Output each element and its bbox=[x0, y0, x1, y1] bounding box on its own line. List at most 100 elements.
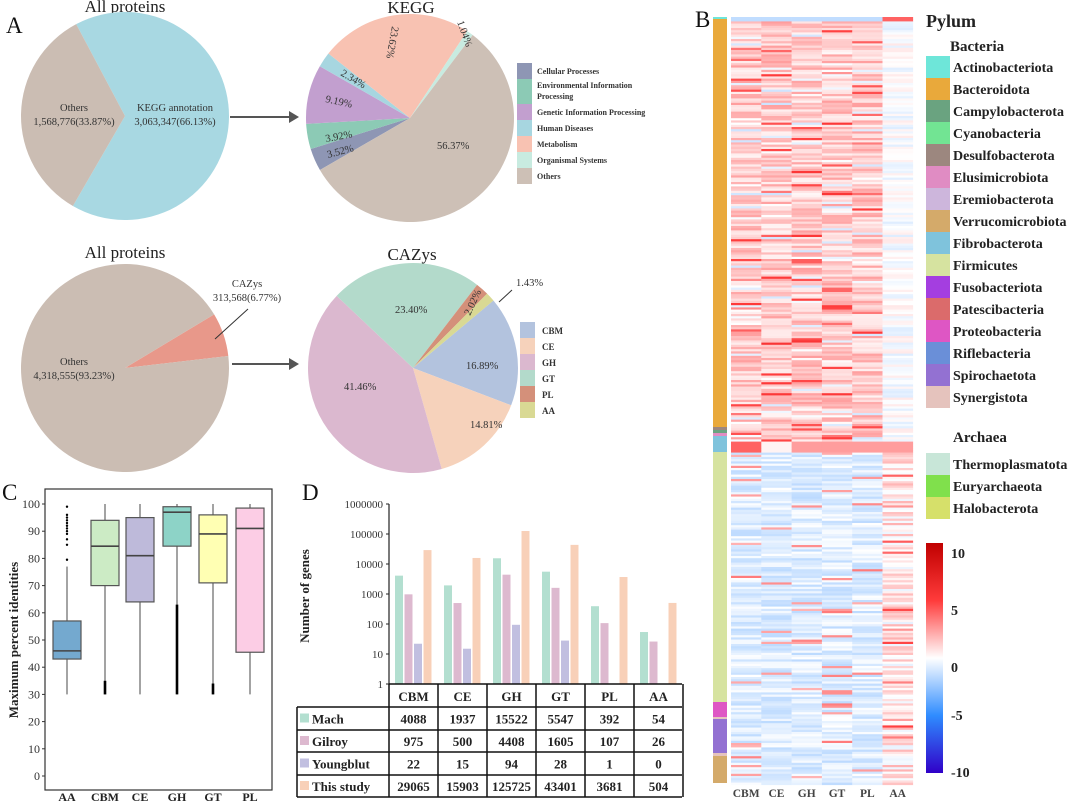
heatmap-cell-ce bbox=[761, 457, 792, 460]
heatmap-cell-pl bbox=[852, 560, 883, 563]
heatmap-cell-aa bbox=[882, 98, 914, 101]
heatmap-cell-pl bbox=[852, 226, 883, 229]
slice-value-label: 313,568(6.77%) bbox=[213, 293, 282, 304]
series-name: This study bbox=[312, 779, 371, 794]
heatmap-cell-gt bbox=[821, 160, 853, 163]
heatmap-cell-aa bbox=[882, 197, 914, 200]
heatmap-cell-cbm bbox=[731, 56, 762, 60]
heatmap-cell-cbm bbox=[731, 529, 762, 533]
heatmap-cell-aa bbox=[882, 17, 914, 20]
heatmap-cell-pl bbox=[852, 380, 883, 383]
heatmap-cell-gt bbox=[821, 428, 853, 431]
heatmap-cell-gh bbox=[791, 443, 823, 447]
slice-percent-label: 16.89% bbox=[466, 361, 499, 372]
heatmap-cell-ce bbox=[761, 655, 792, 658]
legend-swatch bbox=[517, 79, 532, 111]
heatmap-cell-gh bbox=[791, 729, 823, 733]
heatmap-cell-pl bbox=[852, 344, 883, 348]
heatmap-cell-pl bbox=[852, 448, 883, 451]
heatmap-cell-gt bbox=[821, 182, 853, 185]
heatmap-cell-ce bbox=[761, 303, 792, 306]
bar-gilroy-ce bbox=[453, 603, 462, 684]
heatmap-cell-aa bbox=[882, 773, 914, 777]
legend-label: Patescibacteria bbox=[953, 303, 1044, 318]
heatmap-cell-aa bbox=[882, 320, 914, 324]
heatmap-cell-aa bbox=[882, 573, 914, 577]
heatmap-cell-cbm bbox=[731, 74, 762, 77]
heatmap-cell-gh bbox=[791, 540, 823, 544]
heatmap-cell-gt bbox=[821, 718, 853, 722]
heatmap-cell-cbm bbox=[731, 474, 762, 478]
heatmap-cell-gt bbox=[821, 591, 853, 594]
heatmap-cell-gt bbox=[821, 375, 853, 379]
slice-percent-label: 14.81% bbox=[470, 420, 503, 431]
legend-group-title: Archaea bbox=[953, 430, 1007, 446]
heatmap-cell-cbm bbox=[731, 85, 762, 88]
heatmap-cell-gh bbox=[791, 575, 823, 579]
series-name: Youngblut bbox=[312, 757, 370, 772]
heatmap-cell-gh bbox=[791, 329, 823, 332]
pie-slice-gt bbox=[336, 263, 478, 368]
heatmap-cell-gh bbox=[791, 732, 823, 735]
heatmap-cell-aa bbox=[882, 408, 914, 412]
heatmap-cell-gh bbox=[791, 69, 823, 73]
heatmap-cell-pl bbox=[852, 626, 883, 629]
table-cell: 94 bbox=[505, 757, 519, 772]
heatmap-cell-pl bbox=[852, 472, 883, 475]
heatmap-cell-gt bbox=[821, 474, 853, 478]
heatmap-cell-cbm bbox=[731, 424, 762, 427]
heatmap-cell-ce bbox=[761, 250, 792, 253]
heatmap-cell-gt bbox=[821, 692, 853, 695]
y-tick-label: 70 bbox=[28, 579, 40, 593]
heatmap-cell-pl bbox=[852, 67, 883, 71]
heatmap-cell-gt bbox=[821, 606, 853, 610]
heatmap-cell-pl bbox=[852, 465, 883, 469]
heatmap-cell-ce bbox=[761, 580, 792, 583]
heatmap-cell-pl bbox=[852, 118, 883, 121]
heatmap-cell-cbm bbox=[731, 80, 762, 84]
heatmap-cell-ce bbox=[761, 679, 792, 682]
heatmap-cell-cbm bbox=[731, 296, 762, 299]
heatmap-cell-gt bbox=[821, 413, 853, 416]
legend-label: Synergistota bbox=[953, 391, 1028, 406]
heatmap-cell-aa bbox=[882, 256, 914, 260]
heatmap-cell-aa bbox=[882, 296, 914, 299]
heatmap-cell-gh bbox=[791, 184, 823, 187]
heatmap-cell-pl bbox=[852, 168, 883, 172]
panel-letter-d: D bbox=[302, 480, 319, 505]
heatmap-cell-gh bbox=[791, 734, 823, 737]
heatmap-cell-ce bbox=[761, 149, 792, 152]
heatmap-cell-gt bbox=[821, 111, 853, 115]
heatmap-cell-pl bbox=[852, 186, 883, 189]
heatmap-cell-aa bbox=[882, 476, 914, 480]
heatmap-cell-cbm bbox=[731, 751, 762, 755]
heatmap-cell-aa bbox=[882, 32, 914, 35]
y-tick-label: 30 bbox=[28, 687, 40, 701]
slice-percent-label: 23.40% bbox=[395, 305, 428, 316]
heatmap-cell-ce bbox=[761, 58, 792, 62]
heatmap-cell-gh bbox=[791, 219, 823, 222]
heatmap-cell-gh bbox=[791, 146, 823, 150]
heatmap-cell-gh bbox=[791, 597, 823, 601]
heatmap-cell-aa bbox=[882, 226, 914, 229]
heatmap-cell-pl bbox=[852, 149, 883, 152]
heatmap-cell-ce bbox=[761, 21, 792, 24]
heatmap-cell-aa bbox=[882, 19, 914, 22]
heatmap-cell-cbm bbox=[731, 556, 762, 559]
heatmap-cell-gh bbox=[791, 494, 823, 497]
heatmap-cell-cbm bbox=[731, 718, 762, 722]
heatmap-cell-pl bbox=[852, 732, 883, 735]
legend-label: AA bbox=[542, 406, 555, 416]
heatmap-cell-pl bbox=[852, 602, 883, 605]
heatmap-cell-gt bbox=[821, 527, 853, 530]
heatmap-cell-pl bbox=[852, 710, 883, 713]
heatmap-cell-gt bbox=[821, 487, 853, 491]
heatmap-cell-ce bbox=[761, 512, 792, 515]
table-cell: 15903 bbox=[446, 779, 479, 794]
heatmap-cell-cbm bbox=[731, 648, 762, 651]
heatmap-cell-gh bbox=[791, 736, 823, 739]
legend-label: Verrucomicrobiota bbox=[953, 215, 1067, 230]
heatmap-cell-pl bbox=[852, 747, 883, 750]
heatmap-cell-gt bbox=[821, 193, 853, 196]
heatmap-cell-gh bbox=[791, 292, 823, 295]
